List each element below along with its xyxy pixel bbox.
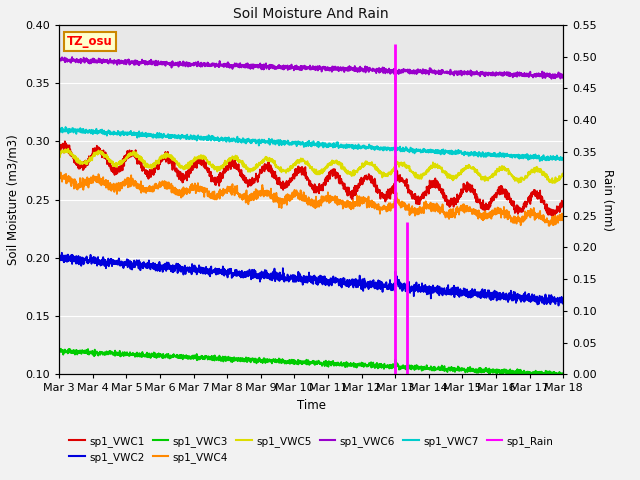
X-axis label: Time: Time: [297, 399, 326, 412]
Y-axis label: Soil Moisture (m3/m3): Soil Moisture (m3/m3): [7, 134, 20, 265]
Legend: sp1_VWC1, sp1_VWC2, sp1_VWC3, sp1_VWC4, sp1_VWC5, sp1_VWC6, sp1_VWC7, sp1_Rain: sp1_VWC1, sp1_VWC2, sp1_VWC3, sp1_VWC4, …: [65, 432, 557, 467]
Title: Soil Moisture And Rain: Soil Moisture And Rain: [234, 7, 389, 21]
Y-axis label: Rain (mm): Rain (mm): [601, 168, 614, 231]
Text: TZ_osu: TZ_osu: [67, 36, 113, 48]
